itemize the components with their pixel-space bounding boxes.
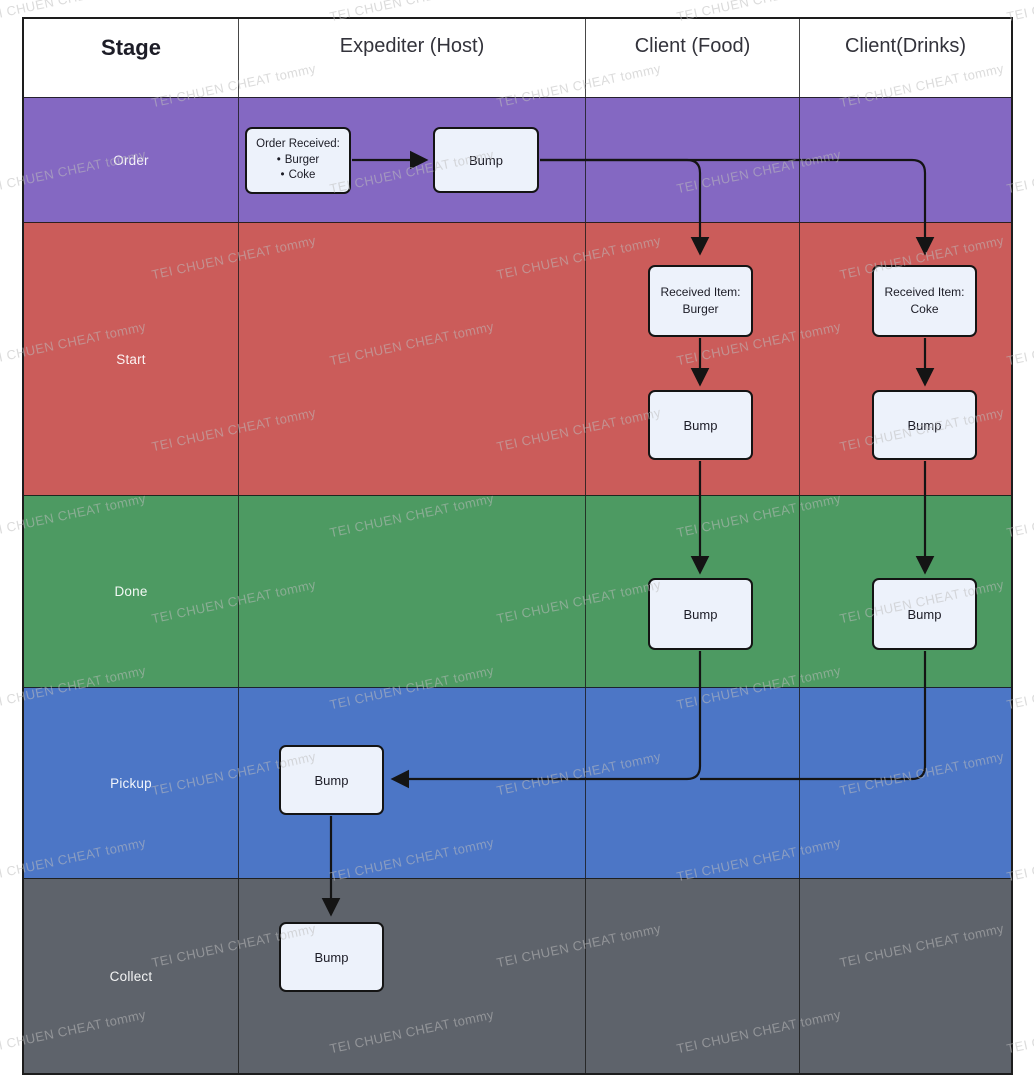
bullet-icon: •: [280, 169, 285, 182]
stage-label-start: Start: [116, 351, 146, 367]
stage-row-pickup: Pickup: [24, 687, 1011, 878]
stage-label-collect: Collect: [109, 968, 153, 984]
node-received-burger: Received Item: Burger: [648, 265, 753, 337]
node-bump-start-drinks: Bump: [872, 390, 977, 460]
node-received-coke: Received Item: Coke: [872, 265, 977, 337]
stage-row-collect: Collect: [24, 878, 1011, 1073]
stage-label-order: Order: [113, 152, 149, 168]
node-order-received: Order Received: • Burger • Coke: [245, 127, 351, 194]
stage-row-start: Start: [24, 222, 1011, 495]
column-header-client-drinks: Client(Drinks): [844, 35, 967, 57]
stage-label-pickup: Pickup: [110, 775, 152, 791]
node-bump-collect: Bump: [279, 922, 384, 992]
column-header-stage: Stage: [24, 19, 239, 97]
column-header-expediter: Expediter (Host): [239, 19, 586, 97]
stage-row-done: Done: [24, 495, 1011, 687]
header-row: Stage Expediter (Host) Client (Food) Cli…: [24, 19, 1011, 97]
node-bump-pickup: Bump: [279, 745, 384, 815]
order-item: • Burger: [276, 153, 320, 166]
column-header-client-food: Client (Food): [586, 19, 800, 97]
node-bump-start-food: Bump: [648, 390, 753, 460]
bullet-icon: •: [276, 153, 281, 166]
node-bump-done-drinks: Bump: [872, 578, 977, 650]
order-received-title: Order Received:: [256, 138, 340, 151]
order-item: • Coke: [280, 169, 316, 182]
node-bump-order: Bump: [433, 127, 539, 193]
node-bump-done-food: Bump: [648, 578, 753, 650]
stage-label-done: Done: [114, 584, 148, 599]
